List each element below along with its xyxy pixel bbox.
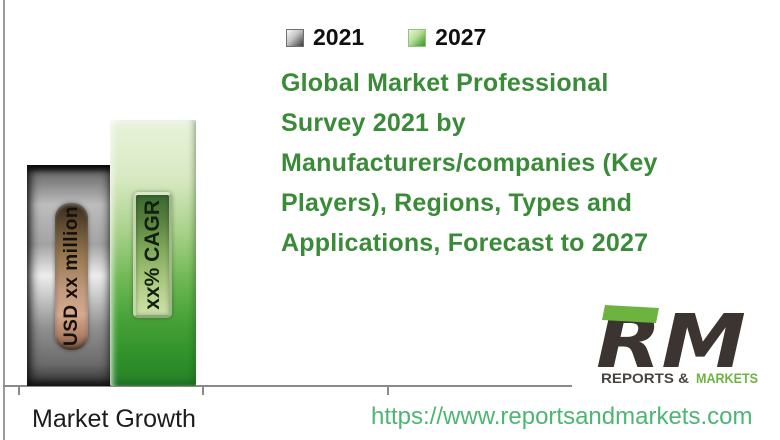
logo-green-flag-icon xyxy=(602,305,659,323)
legend-swatch-2027-icon xyxy=(408,28,427,47)
x-axis-tick xyxy=(387,387,389,395)
legend-label-2021: 2021 xyxy=(313,24,365,50)
bar-2027-label-plate: xx% CAGR xyxy=(133,192,172,318)
bar-2021: USD xx million xyxy=(27,165,113,386)
website-link[interactable]: https://www.reportsandmarkets.com xyxy=(371,403,753,430)
x-axis-label: Market Growth xyxy=(32,405,196,433)
x-axis-line xyxy=(3,385,572,387)
bar-2021-value-label: USD xx million xyxy=(60,206,82,347)
bar-2027-value-label: xx% CAGR xyxy=(140,200,164,310)
legend-swatch-2021-icon xyxy=(286,28,304,47)
logo-wordmark-reports: REPORTS & xyxy=(601,370,689,386)
report-title-line: Manufacturers/companies (Key xyxy=(281,149,658,177)
report-title-line: Applications, Forecast to 2027 xyxy=(281,229,649,257)
x-axis-tick xyxy=(18,387,20,395)
y-axis-line xyxy=(3,0,5,440)
report-title: Global Market Professional Survey 2021 b… xyxy=(281,63,761,263)
bar-2021-label-plate: USD xx million xyxy=(55,203,88,350)
legend-item-2021: 2021 xyxy=(286,24,364,51)
reports-and-markets-logo: RM REPORTS & MARKETS xyxy=(596,299,758,386)
legend-label-2027: 2027 xyxy=(435,24,487,50)
x-axis-tick xyxy=(202,387,204,395)
report-title-line: Players), Regions, Types and xyxy=(281,189,633,217)
logo-wordmark-markets: MARKETS xyxy=(696,370,758,386)
report-title-line: Global Market Professional xyxy=(281,69,609,97)
bar-2027: xx% CAGR xyxy=(110,120,196,386)
legend-item-2027: 2027 xyxy=(408,24,486,51)
chart-legend: 2021 2027 xyxy=(286,24,486,51)
report-title-line: Survey 2021 by xyxy=(281,109,466,137)
